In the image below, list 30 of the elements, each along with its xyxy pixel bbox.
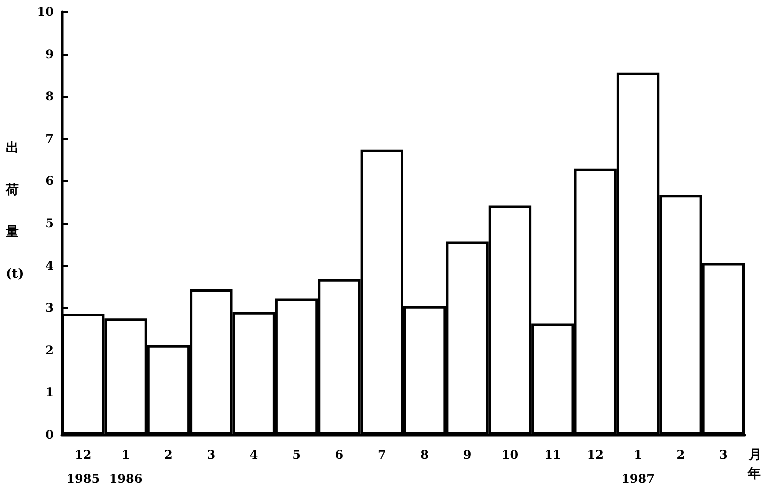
x-tick-label: 9 bbox=[463, 448, 472, 462]
y-tick-label: 8 bbox=[46, 90, 54, 104]
y-tick-label: 7 bbox=[46, 132, 54, 146]
x-tick-label: 2 bbox=[164, 448, 173, 462]
x-tick-label: 5 bbox=[292, 448, 301, 462]
y-tick-label: 4 bbox=[46, 258, 54, 273]
x-tick-label: 10 bbox=[502, 448, 519, 462]
x-tick-label: 12 bbox=[587, 448, 604, 462]
x-tick-label: 11 bbox=[544, 448, 562, 462]
x-axis-title: 月 bbox=[748, 448, 762, 463]
x-tick-label: 1 1987 bbox=[622, 448, 655, 486]
y-tick-label: 1 bbox=[46, 386, 54, 400]
y-tick-label: 6 bbox=[46, 174, 54, 188]
x-tick-label: 6 bbox=[335, 448, 344, 462]
x-tick-label: 1 1986 bbox=[109, 448, 143, 486]
text: 年 bbox=[747, 467, 761, 482]
x-tick-label: 7 bbox=[378, 448, 386, 462]
text: 出荷量 (t) bbox=[6, 141, 24, 282]
y-tick-label: 10 bbox=[37, 5, 54, 19]
x-tick-label: 4 bbox=[250, 448, 258, 462]
y-tick-label: 3 bbox=[46, 301, 54, 316]
y-tick-label: 0 bbox=[46, 428, 54, 442]
y-tick-label: 9 bbox=[46, 47, 54, 62]
x-tick-label: 3 bbox=[719, 448, 728, 462]
y-tick-label: 2 bbox=[46, 343, 54, 358]
x-tick-label: 3 bbox=[207, 448, 216, 462]
x-tick-label: 8 bbox=[420, 448, 430, 462]
x-tick-label: 12 1985 bbox=[66, 448, 100, 486]
x-tick-label: 2 bbox=[676, 448, 686, 462]
y-tick-label: 5 bbox=[46, 216, 54, 230]
